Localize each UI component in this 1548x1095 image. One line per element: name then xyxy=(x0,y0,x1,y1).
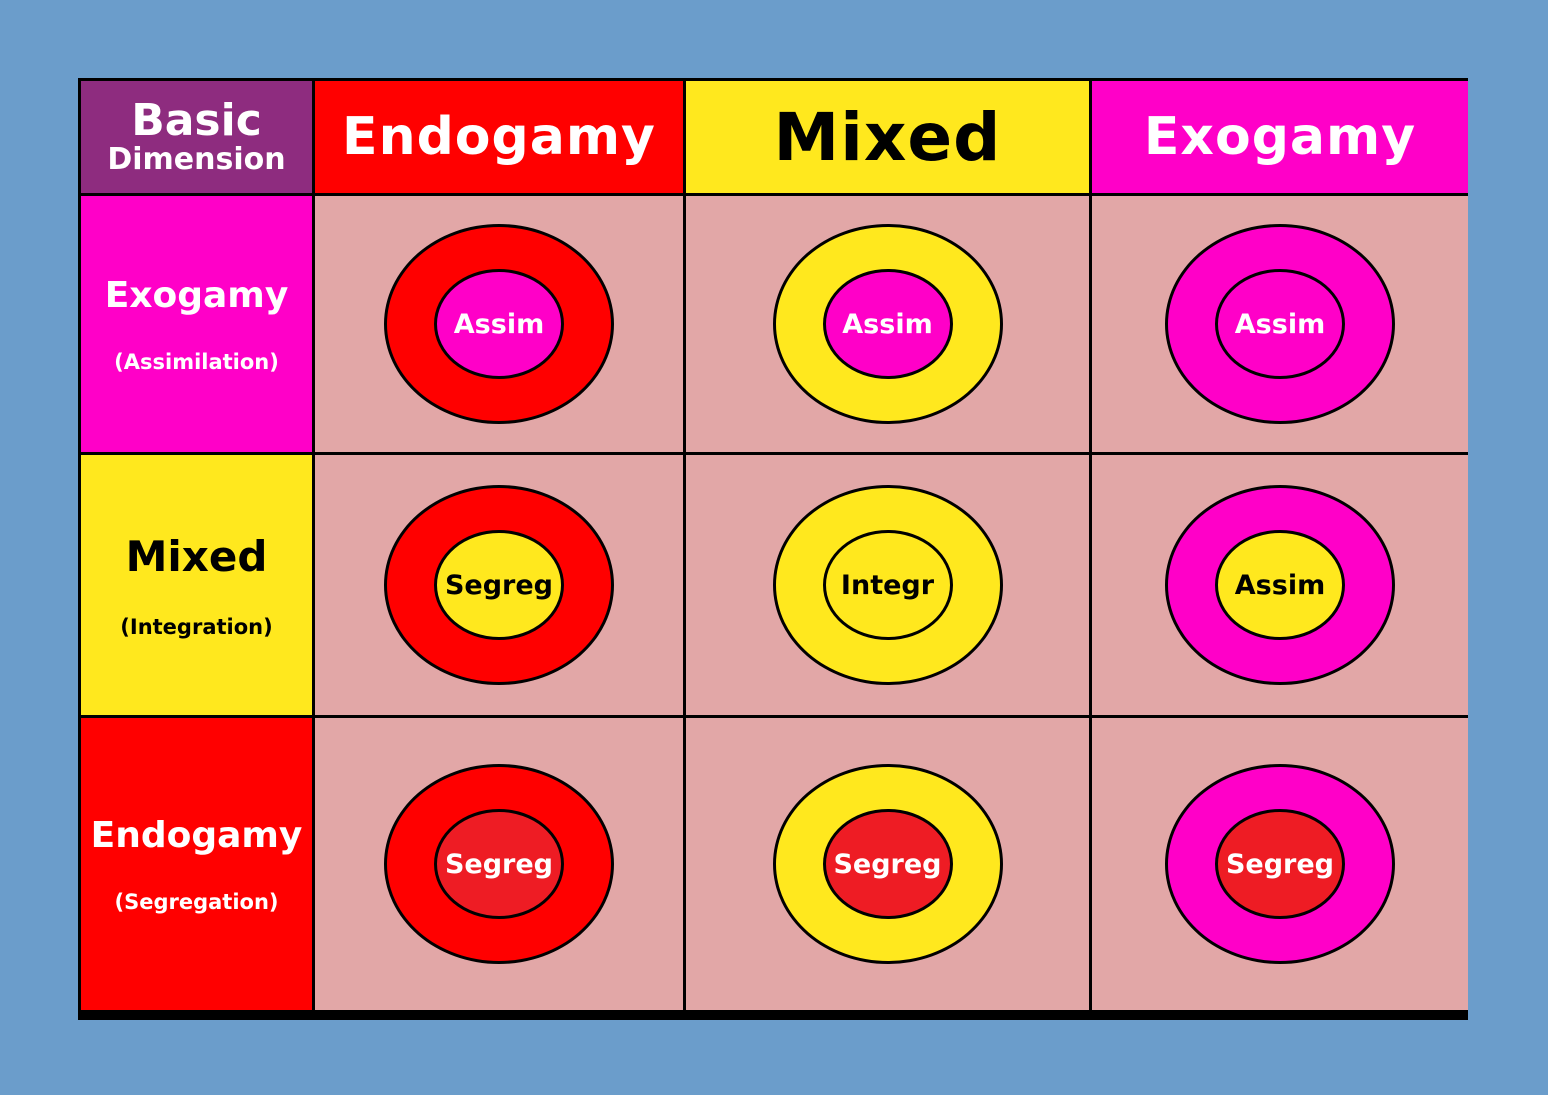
outer-ring: Segreg xyxy=(1165,764,1395,964)
row-header-mixed: Mixed (Integration) xyxy=(81,455,312,715)
matrix-cell: Assim xyxy=(1092,196,1468,452)
cell-label: Assim xyxy=(453,308,545,340)
outer-ring: Segreg xyxy=(384,485,614,685)
outer-ring: Assim xyxy=(1165,224,1395,424)
inner-circle: Integr xyxy=(822,530,953,640)
row-header-exogamy: Exogamy (Assimilation) xyxy=(81,196,312,452)
outer-ring: Segreg xyxy=(384,764,614,964)
inner-circle: Assim xyxy=(822,269,953,379)
cell-label: Integr xyxy=(840,569,935,601)
cell-label: Segreg xyxy=(444,848,554,880)
column-header-label: Exogamy xyxy=(1143,107,1417,167)
column-header-label: Endogamy xyxy=(342,107,656,167)
matrix-cell: Segreg xyxy=(315,718,683,1010)
cell-label: Assim xyxy=(1234,569,1326,601)
outer-ring: Assim xyxy=(772,224,1003,424)
row-header-endogamy: Endogamy (Segregation) xyxy=(81,718,312,1010)
row-header-sublabel: (Integration) xyxy=(120,614,273,639)
inner-circle: Assim xyxy=(1215,530,1345,640)
cell-label: Segreg xyxy=(1225,848,1335,880)
cell-label: Segreg xyxy=(833,848,942,880)
inner-circle: Segreg xyxy=(434,530,564,640)
row-header-sublabel: (Segregation) xyxy=(114,889,279,914)
matrix-cell: Segreg xyxy=(686,718,1089,1010)
corner-header: Basic Dimension xyxy=(81,81,312,193)
cell-label: Segreg xyxy=(444,569,554,601)
row-header-label: Endogamy xyxy=(90,814,303,856)
dimension-matrix: Basic Dimension Endogamy Mixed Exogamy E… xyxy=(78,78,1468,1020)
outer-ring: Assim xyxy=(384,224,614,424)
matrix-cell: Assim xyxy=(315,196,683,452)
matrix-cell: Assim xyxy=(686,196,1089,452)
row-header-sublabel: (Assimilation) xyxy=(114,349,279,374)
outer-ring: Assim xyxy=(1165,485,1395,685)
inner-circle: Assim xyxy=(434,269,564,379)
corner-subtitle: Dimension xyxy=(107,142,286,178)
row-header-label: Mixed xyxy=(125,531,268,581)
corner-title: Basic xyxy=(131,95,262,147)
column-header-exogamy: Exogamy xyxy=(1092,81,1468,193)
outer-ring: Integr xyxy=(772,485,1003,685)
inner-circle: Segreg xyxy=(434,809,564,919)
column-header-mixed: Mixed xyxy=(686,81,1089,193)
matrix-cell: Assim xyxy=(1092,455,1468,715)
inner-circle: Segreg xyxy=(822,809,953,919)
matrix-cell: Segreg xyxy=(315,455,683,715)
outer-ring: Segreg xyxy=(772,764,1003,964)
matrix-cell: Segreg xyxy=(1092,718,1468,1010)
inner-circle: Segreg xyxy=(1215,809,1345,919)
matrix-cell: Integr xyxy=(686,455,1089,715)
cell-label: Assim xyxy=(842,308,933,340)
column-header-label: Mixed xyxy=(773,98,1002,176)
cell-label: Assim xyxy=(1234,308,1326,340)
row-header-label: Exogamy xyxy=(104,274,289,316)
inner-circle: Assim xyxy=(1215,269,1345,379)
column-header-endogamy: Endogamy xyxy=(315,81,683,193)
